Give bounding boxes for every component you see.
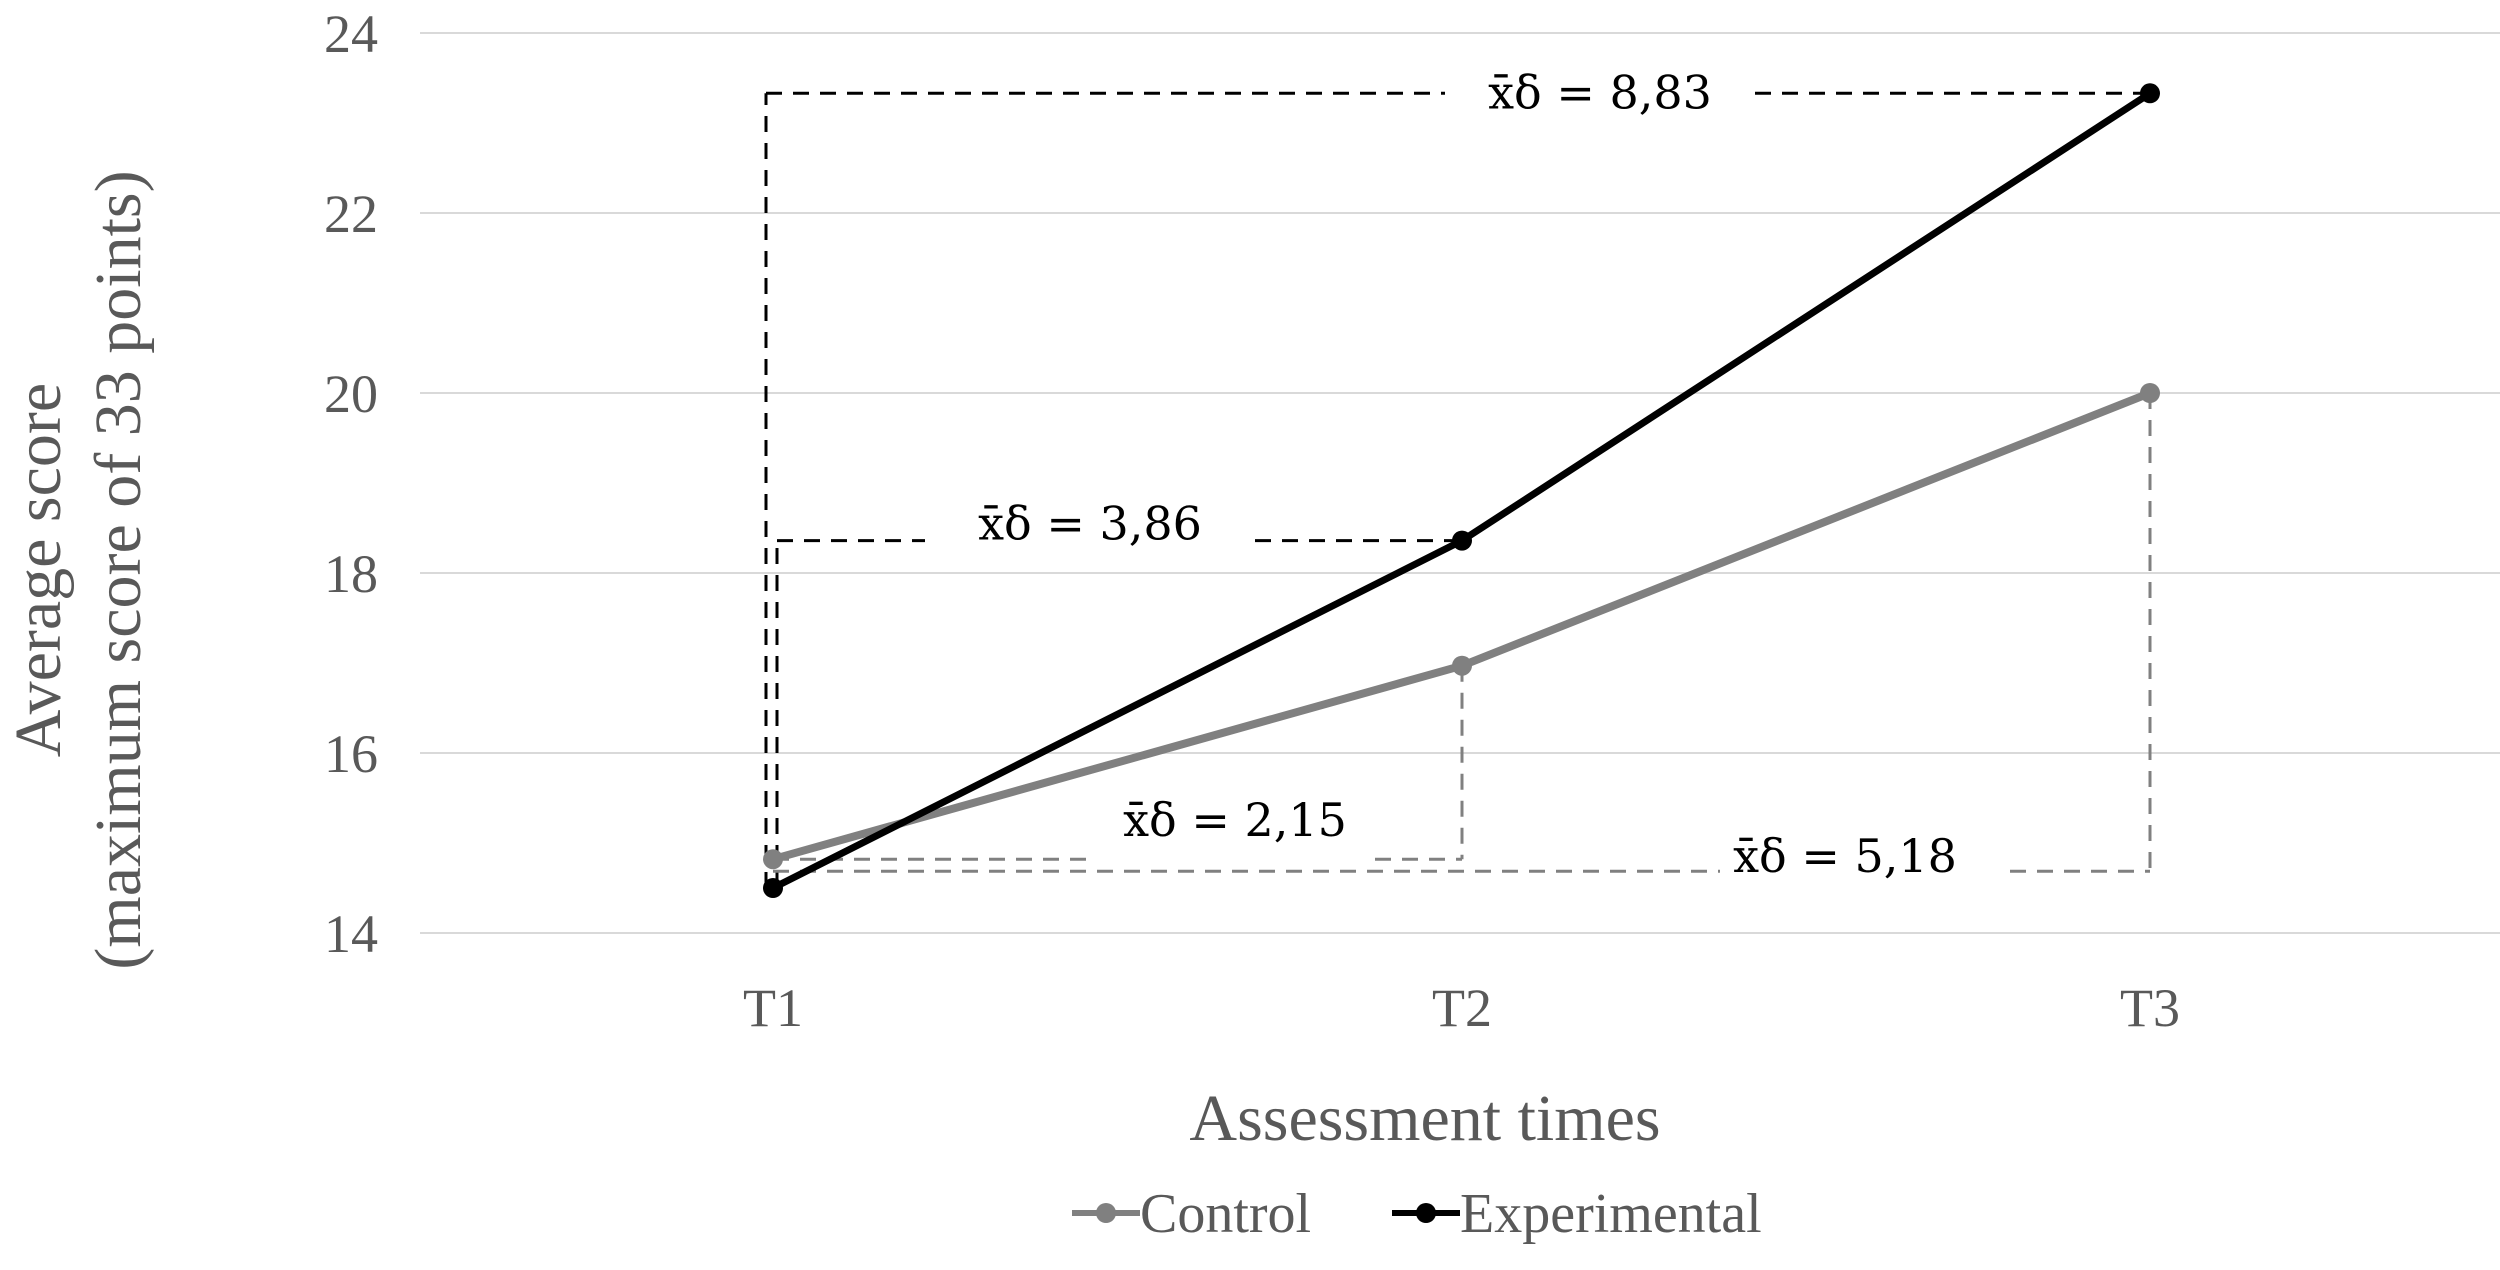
y-tick-20: 20	[324, 364, 378, 424]
annotation-ctl-t1-t3: x̄δ = 5,18	[1733, 829, 1957, 883]
annotation-exp-t1-t3: x̄δ = 8,83	[1488, 65, 1712, 119]
series-lines	[763, 83, 2160, 898]
annotation-ctl-t1-t2: x̄δ = 2,15	[1123, 793, 1347, 847]
x-axis-title: Assessment times	[1189, 1082, 1660, 1155]
y-axis-title-line2: (maximum score of 33 points)	[82, 170, 155, 969]
y-axis-title-line1: Average score	[2, 383, 75, 757]
y-tick-16: 16	[324, 724, 378, 784]
x-tick-t2: T2	[1432, 978, 1492, 1038]
x-tick-t1: T1	[743, 978, 803, 1038]
point-experimental-t1	[763, 878, 783, 898]
legend: Control Experimental	[1072, 1183, 1762, 1245]
legend-label-experimental: Experimental	[1460, 1183, 1762, 1245]
y-tick-18: 18	[324, 544, 378, 604]
y-tick-22: 22	[324, 184, 378, 244]
point-control-t1	[763, 849, 783, 870]
point-experimental-t3	[2140, 83, 2160, 104]
legend-item-experimental: Experimental	[1392, 1183, 1762, 1245]
annotation-exp-t1-t2: x̄δ = 3,86	[978, 497, 1202, 551]
y-tick-14: 14	[324, 904, 378, 964]
difference-brackets	[764, 91, 2152, 888]
legend-label-control: Control	[1140, 1183, 1311, 1245]
difference-annotations: x̄δ = 8,83 x̄δ = 3,86 x̄δ = 2,15 x̄δ = 5,18	[978, 65, 1957, 883]
x-tick-t3: T3	[2120, 978, 2180, 1038]
legend-marker-control	[1096, 1203, 1116, 1223]
legend-item-control: Control	[1072, 1183, 1311, 1245]
y-tick-24: 24	[324, 4, 378, 64]
point-control-t3	[2140, 383, 2160, 403]
legend-marker-experimental	[1416, 1203, 1436, 1223]
point-control-t2	[1452, 655, 1472, 676]
x-tick-labels: T1 T2 T3	[743, 978, 2180, 1038]
point-experimental-t2	[1452, 530, 1472, 551]
y-tick-labels: 14 16 18 20 22 24	[324, 4, 378, 964]
gridlines	[420, 32, 2500, 934]
